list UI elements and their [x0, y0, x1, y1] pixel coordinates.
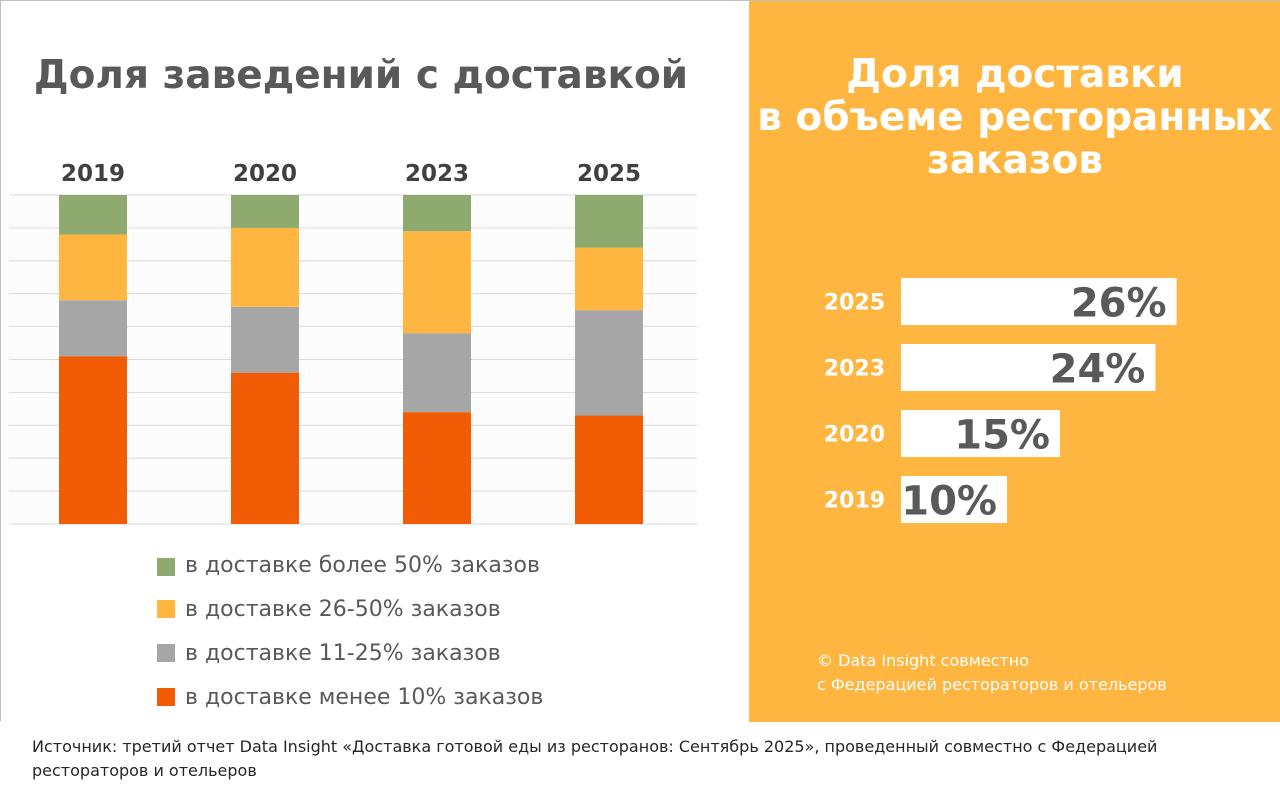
share-bar: [901, 278, 1177, 325]
bar-segment: [403, 412, 471, 524]
x-tick-label: 2023: [405, 161, 469, 187]
share-bar: [901, 344, 1156, 391]
legend-item: в доставке более 50% заказов: [157, 543, 543, 587]
infographic-frame: Доля заведений с доставкой 2019 2020 2023 2…: [0, 0, 1280, 722]
x-tick-label: 2020: [233, 161, 297, 187]
left-chart-title: Доля заведений с доставкой: [33, 53, 689, 98]
right-title-line: в объеме ресторанных: [757, 95, 1273, 140]
legend-swatch-yellow: [157, 600, 175, 618]
bar-segment: [59, 234, 127, 301]
share-value-label: 26%: [1071, 281, 1167, 327]
bar-segment: [231, 227, 299, 307]
copyright-line: с Федерацией рестораторов и отельеров: [817, 675, 1167, 694]
bar-segment: [59, 356, 127, 524]
bar-segment: [403, 333, 471, 413]
bar-segment: [231, 372, 299, 524]
bar-segment: [575, 310, 643, 416]
stacked-bar-chart: 2019 2020 2023 2025: [9, 161, 697, 525]
right-panel: Доля доставки в объеме ресторанных заказ…: [749, 1, 1280, 722]
legend-swatch-orange: [157, 688, 175, 706]
bar-segment: [403, 195, 471, 232]
chart-legend: в доставке более 50% заказов в доставке …: [157, 543, 543, 719]
copyright-line: © Data Insight совместно: [817, 651, 1029, 670]
share-value-label: 15%: [954, 413, 1050, 459]
right-chart-title: Доля доставки в объеме ресторанных заказ…: [749, 53, 1280, 182]
legend-item: в доставке 11-25% заказов: [157, 631, 543, 675]
share-bar: [901, 410, 1060, 457]
legend-item: в доставке 26-50% заказов: [157, 587, 543, 631]
legend-label: в доставке 26-50% заказов: [185, 596, 501, 622]
source-note: Источник: третий отчет Data Insight «Дос…: [32, 737, 1158, 780]
share-bar: [901, 476, 1007, 523]
legend-swatch-gray: [157, 644, 175, 662]
bar-segment: [575, 195, 643, 248]
left-panel: Доля заведений с доставкой 2019 2020 2023 2…: [1, 1, 749, 722]
year-label: 2019: [824, 489, 885, 514]
bar-segment: [231, 306, 299, 373]
right-title-line: Доля доставки: [846, 52, 1184, 97]
bar-segment: [59, 195, 127, 235]
bar-segment: [231, 195, 299, 228]
year-label: 2025: [824, 291, 885, 316]
legend-label: в доставке 11-25% заказов: [185, 640, 501, 666]
copyright-note: © Data Insight совместно с Федерацией ре…: [817, 649, 1167, 697]
legend-swatch-green: [157, 558, 175, 576]
x-tick-label: 2025: [577, 161, 641, 187]
share-value-label: 10%: [901, 479, 997, 525]
legend-item: в доставке менее 10% заказов: [157, 675, 543, 719]
x-tick-label: 2019: [61, 161, 125, 187]
legend-label: в доставке более 50% заказов: [185, 552, 540, 578]
share-value-label: 24%: [1050, 347, 1146, 393]
bar-segment: [575, 415, 643, 524]
bar-segment: [575, 247, 643, 311]
year-label: 2023: [824, 357, 885, 382]
bar-segment: [59, 300, 127, 357]
bar-segment: [403, 231, 471, 334]
year-label: 2020: [824, 423, 885, 448]
legend-label: в доставке менее 10% заказов: [185, 684, 544, 710]
horizontal-bar-chart: 2025 26% 2023 24% 2020 15% 2019 10%: [824, 278, 1177, 525]
right-title-line: заказов: [927, 138, 1103, 183]
